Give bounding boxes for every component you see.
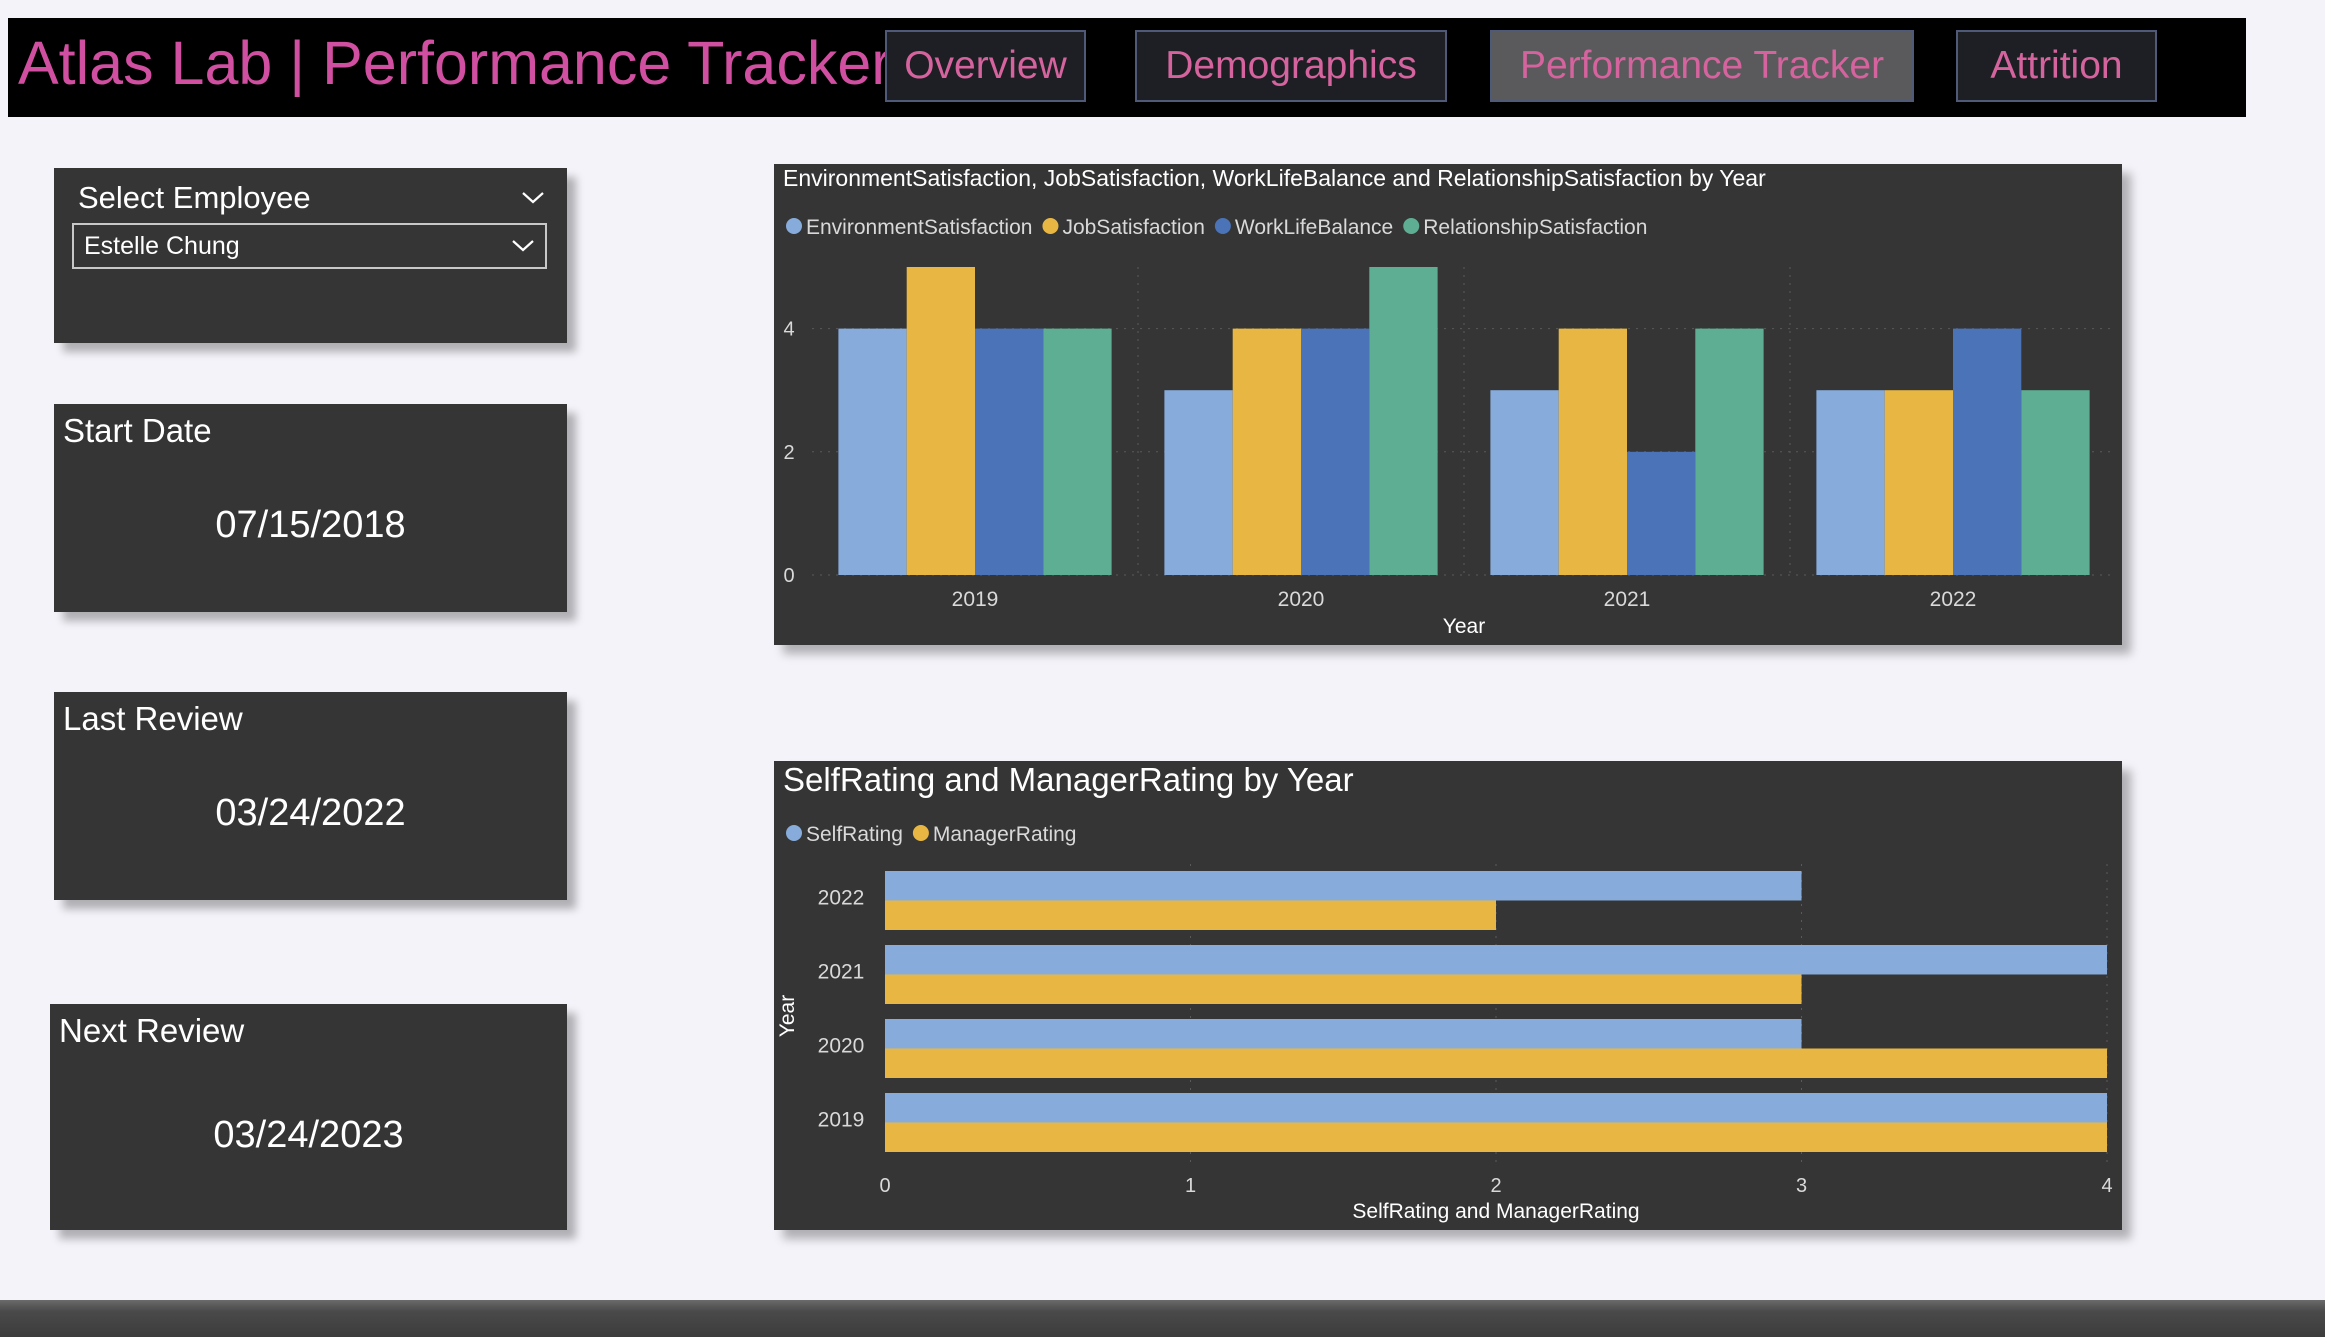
bar-environment-satisfaction-2020[interactable] bbox=[1164, 390, 1233, 575]
x-tick-label: 2020 bbox=[1278, 588, 1325, 611]
rating-chart-panel: SelfRating and ManagerRating by Year Self… bbox=[774, 761, 2122, 1230]
employee-selected-value: Estelle Chung bbox=[84, 231, 240, 260]
legend-marker-work-life-balance bbox=[1214, 218, 1231, 234]
y-tick-label: 2021 bbox=[818, 961, 865, 984]
y-tick-label: 2022 bbox=[818, 887, 865, 910]
bar-job-satisfaction-2019[interactable] bbox=[906, 267, 975, 575]
nav-attrition-button[interactable]: Attrition bbox=[1956, 30, 2157, 102]
bar-relationship-satisfaction-2019[interactable] bbox=[1043, 328, 1112, 575]
start-date-card: Start Date 07/15/2018 bbox=[54, 404, 567, 612]
satisfaction-chart-panel: EnvironmentSatisfaction, JobSatisfaction… bbox=[774, 164, 2122, 645]
legend-label-relationship-satisfaction[interactable]: RelationshipSatisfaction bbox=[1423, 216, 1647, 239]
bar-work-life-balance-2020[interactable] bbox=[1301, 328, 1370, 575]
legend-marker-job-satisfaction bbox=[1042, 218, 1059, 234]
legend-label-environment-satisfaction[interactable]: EnvironmentSatisfaction bbox=[806, 216, 1032, 239]
chevron-down-icon[interactable] bbox=[521, 191, 545, 205]
y-tick-label: 4 bbox=[783, 319, 794, 341]
start-date-value: 07/15/2018 bbox=[215, 504, 406, 546]
bar-self-rating-2020[interactable] bbox=[885, 1019, 1802, 1049]
x-tick-label: 4 bbox=[2101, 1175, 2112, 1197]
last-review-card: Last Review 03/24/2022 bbox=[54, 692, 567, 900]
bar-manager-rating-2021[interactable] bbox=[885, 974, 1802, 1005]
x-axis-title: SelfRating and ManagerRating bbox=[1352, 1200, 1639, 1223]
employee-dropdown[interactable]: Estelle Chung bbox=[72, 223, 547, 269]
bar-self-rating-2021[interactable] bbox=[885, 945, 2107, 975]
x-tick-label: 2022 bbox=[1930, 588, 1977, 611]
app-title: Atlas Lab | Performance Tracker bbox=[18, 29, 892, 97]
nav-demographics-button[interactable]: Demographics bbox=[1135, 30, 1447, 102]
y-tick-label: 2020 bbox=[818, 1035, 865, 1058]
last-review-value: 03/24/2022 bbox=[215, 792, 406, 834]
x-tick-label: 2 bbox=[1490, 1175, 1501, 1197]
slicer-title: Select Employee bbox=[78, 180, 311, 215]
header-bar: Atlas Lab | Performance Tracker Overview… bbox=[8, 18, 2246, 117]
bar-environment-satisfaction-2019[interactable] bbox=[838, 328, 907, 575]
legend-marker-environment-satisfaction bbox=[786, 218, 802, 234]
bar-relationship-satisfaction-2021[interactable] bbox=[1695, 328, 1764, 575]
chevron-down-icon[interactable] bbox=[511, 239, 535, 253]
legend-marker-self-rating bbox=[786, 825, 802, 841]
bar-work-life-balance-2021[interactable] bbox=[1627, 451, 1696, 575]
bar-self-rating-2019[interactable] bbox=[885, 1093, 2107, 1123]
nav-overview-button[interactable]: Overview bbox=[885, 30, 1086, 102]
rating-by-year-chart: SelfRating and ManagerRating by Year Self… bbox=[776, 761, 2113, 1223]
bar-environment-satisfaction-2022[interactable] bbox=[1816, 390, 1885, 575]
y-tick-label: 2 bbox=[783, 442, 794, 464]
legend-label-manager-rating[interactable]: ManagerRating bbox=[933, 823, 1077, 846]
next-review-card: Next Review 03/24/2023 bbox=[50, 1004, 567, 1230]
bar-job-satisfaction-2020[interactable] bbox=[1232, 328, 1301, 575]
bar-manager-rating-2020[interactable] bbox=[885, 1048, 2107, 1079]
bar-relationship-satisfaction-2022[interactable] bbox=[2021, 390, 2090, 575]
legend-marker-relationship-satisfaction bbox=[1403, 218, 1420, 234]
legend-label-work-life-balance[interactable]: WorkLifeBalance bbox=[1235, 216, 1393, 239]
footer-bar bbox=[0, 1300, 2325, 1337]
x-tick-label: 2019 bbox=[952, 588, 999, 611]
next-review-label: Next Review bbox=[59, 1012, 245, 1049]
start-date-label: Start Date bbox=[63, 412, 212, 449]
bar-environment-satisfaction-2021[interactable] bbox=[1490, 390, 1559, 575]
slicer-header[interactable]: Select Employee bbox=[78, 176, 545, 220]
bar-job-satisfaction-2022[interactable] bbox=[1884, 390, 1953, 575]
bar-relationship-satisfaction-2020[interactable] bbox=[1369, 267, 1438, 575]
x-tick-label: 3 bbox=[1796, 1175, 1807, 1197]
y-tick-label: 2019 bbox=[818, 1109, 865, 1132]
y-tick-label: 0 bbox=[783, 565, 794, 587]
x-tick-label: 1 bbox=[1185, 1175, 1196, 1197]
bar-job-satisfaction-2021[interactable] bbox=[1558, 328, 1627, 575]
legend-label-job-satisfaction[interactable]: JobSatisfaction bbox=[1062, 216, 1204, 239]
bar-manager-rating-2019[interactable] bbox=[885, 1122, 2107, 1153]
legend-label-self-rating[interactable]: SelfRating bbox=[806, 823, 903, 846]
x-axis-title: Year bbox=[1443, 615, 1485, 638]
satisfaction-by-year-chart: EnvironmentSatisfaction, JobSatisfaction… bbox=[783, 165, 2116, 638]
chart-title: EnvironmentSatisfaction, JobSatisfaction… bbox=[783, 165, 1766, 191]
x-tick-label: 0 bbox=[879, 1175, 890, 1197]
bar-work-life-balance-2022[interactable] bbox=[1953, 328, 2022, 575]
bar-work-life-balance-2019[interactable] bbox=[975, 328, 1044, 575]
bar-manager-rating-2022[interactable] bbox=[885, 900, 1496, 931]
nav-performance-tracker-button[interactable]: Performance Tracker bbox=[1490, 30, 1914, 102]
x-tick-label: 2021 bbox=[1604, 588, 1651, 611]
legend-marker-manager-rating bbox=[912, 825, 929, 841]
y-axis-title: Year bbox=[776, 995, 799, 1037]
next-review-value: 03/24/2023 bbox=[213, 1114, 404, 1156]
last-review-label: Last Review bbox=[63, 700, 243, 737]
chart-title: SelfRating and ManagerRating by Year bbox=[783, 761, 1354, 798]
bar-self-rating-2022[interactable] bbox=[885, 871, 1802, 901]
employee-slicer: Select Employee Estelle Chung bbox=[54, 168, 567, 343]
